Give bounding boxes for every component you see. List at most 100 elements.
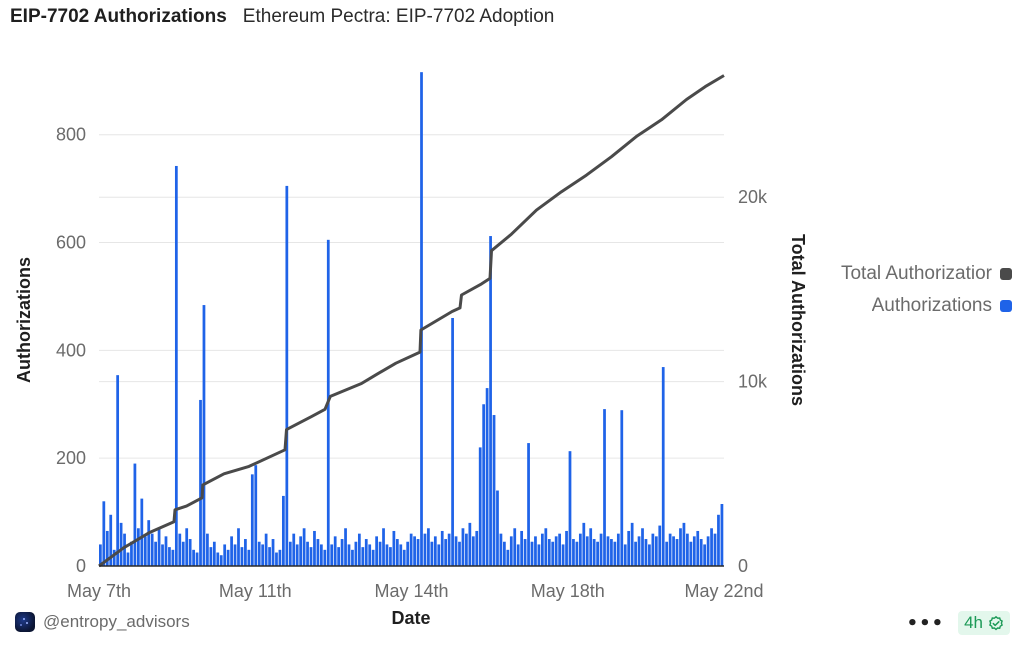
author-attribution[interactable]: @entropy_advisors <box>15 612 190 632</box>
bar <box>288 541 292 566</box>
bar <box>264 533 268 566</box>
bar <box>606 536 610 566</box>
freshness-badge[interactable]: 4h <box>958 611 1010 635</box>
more-options-button[interactable]: ••• <box>906 612 945 634</box>
bar <box>306 541 309 566</box>
bar <box>509 536 513 566</box>
bar <box>627 530 631 566</box>
bar <box>461 528 465 566</box>
x-tick-label: May 18th <box>531 581 605 601</box>
bar <box>454 536 458 566</box>
bar <box>699 539 703 566</box>
y2-tick-label: 20k <box>738 187 768 207</box>
bar <box>689 541 693 566</box>
y2-tick-label: 10k <box>738 372 768 392</box>
bar <box>309 547 313 566</box>
footer-actions: ••• 4h <box>907 611 1010 635</box>
bar <box>150 533 154 566</box>
bar <box>105 530 109 566</box>
bar <box>523 539 527 566</box>
bar <box>582 522 586 566</box>
bar <box>603 409 606 566</box>
bar <box>254 465 258 566</box>
bar <box>364 539 368 566</box>
x-tick-label: May 14th <box>374 581 448 601</box>
bar <box>188 539 192 566</box>
bar <box>492 415 496 566</box>
bar <box>544 528 548 566</box>
bar <box>641 528 644 566</box>
bar <box>710 528 713 566</box>
bar <box>661 367 665 566</box>
bar <box>706 536 710 566</box>
bar <box>451 318 454 566</box>
bar <box>389 547 392 566</box>
y-tick-label: 600 <box>56 233 86 253</box>
bar <box>648 544 651 566</box>
bar <box>382 528 385 566</box>
chart-title: EIP-7702 Authorizations <box>10 6 227 27</box>
bar <box>192 549 195 566</box>
x-tick-label: May 22nd <box>684 581 763 601</box>
bar <box>596 541 599 566</box>
bar <box>430 541 434 566</box>
bar <box>354 541 358 566</box>
bar <box>496 490 499 566</box>
bar <box>679 528 682 566</box>
verified-check-icon <box>989 615 1003 631</box>
bar <box>433 536 437 566</box>
entropy-logo-icon <box>15 612 35 632</box>
bar <box>440 530 444 566</box>
bar <box>616 533 620 566</box>
legend-item-authorizations[interactable]: Authorizations <box>800 290 1012 322</box>
bar <box>174 165 178 566</box>
bar <box>537 544 541 566</box>
bar <box>475 530 479 566</box>
y2-tick-label: 0 <box>738 556 748 576</box>
bar <box>171 549 175 566</box>
bar <box>527 443 530 566</box>
bar <box>578 533 582 566</box>
bar <box>630 522 634 566</box>
bar <box>261 544 265 566</box>
legend-label: Authorizations <box>871 295 992 316</box>
legend-label: Total Authorizatior <box>840 263 992 284</box>
bar <box>568 451 572 566</box>
bar <box>202 305 206 566</box>
bar <box>102 501 106 566</box>
y-tick-label: 800 <box>56 125 86 145</box>
bar <box>257 541 261 566</box>
bar <box>361 547 365 566</box>
bar <box>99 544 102 566</box>
bar <box>651 533 655 566</box>
bar <box>375 536 378 566</box>
bar <box>285 185 289 566</box>
freshness-text: 4h <box>964 613 983 632</box>
bar <box>340 539 344 566</box>
bar <box>237 528 240 566</box>
bar <box>696 530 700 566</box>
bar <box>195 552 199 566</box>
bar <box>295 544 299 566</box>
bar <box>344 528 347 566</box>
bar <box>551 541 555 566</box>
bar <box>634 541 637 566</box>
bar <box>168 547 171 566</box>
bar <box>468 522 472 566</box>
bar <box>351 549 354 566</box>
bar <box>658 525 662 566</box>
bar <box>413 536 416 566</box>
bar <box>164 536 168 566</box>
y-tick-label: 200 <box>56 448 86 468</box>
bar <box>216 552 220 566</box>
bar <box>547 539 551 566</box>
right-axis-ticks: 0 10k 20k <box>738 187 768 576</box>
bar <box>275 552 278 566</box>
bar <box>654 536 658 566</box>
bar <box>244 539 247 566</box>
bar <box>686 533 689 566</box>
bar <box>250 474 254 566</box>
legend-item-total-authorizations[interactable]: Total Authorizatior <box>800 258 1012 290</box>
bar <box>271 539 275 566</box>
